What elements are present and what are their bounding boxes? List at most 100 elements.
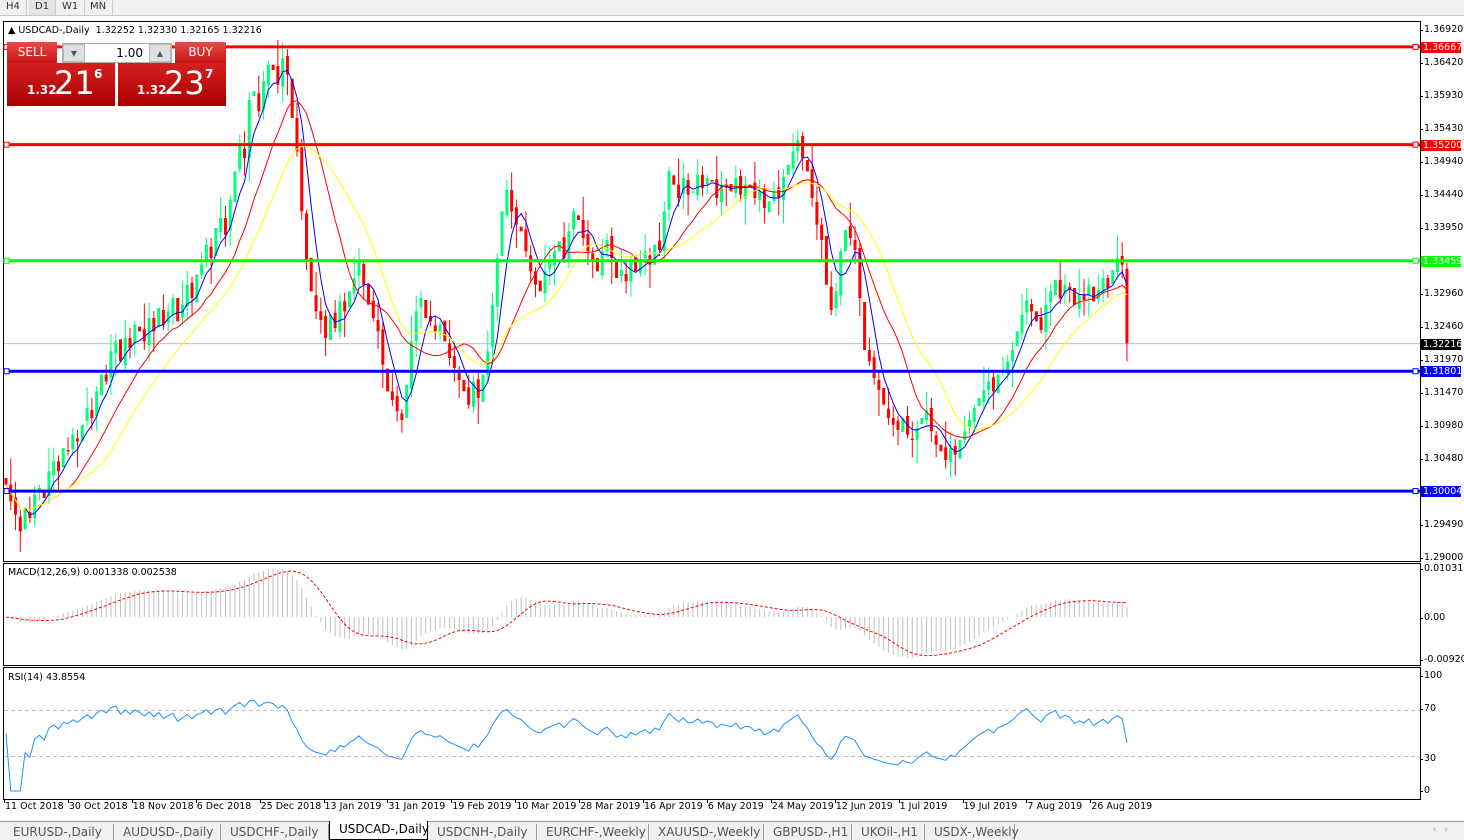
- date-axis-tick: [770, 799, 772, 803]
- date-axis-tick: [387, 799, 389, 803]
- date-axis-label: 24 May 2019: [771, 801, 834, 812]
- date-axis-tick: [451, 799, 453, 803]
- candle: [276, 40, 280, 94]
- price-axis-label: 1.29000: [1424, 552, 1464, 563]
- rsi-line: [5, 699, 1128, 792]
- chart-tabs: EURUSD-,Daily AUDUSD-,Daily USDCHF-,Daily U…: [0, 821, 1464, 840]
- candle: [414, 295, 418, 357]
- candle: [1077, 268, 1081, 318]
- candle: [519, 226, 523, 232]
- candle: [853, 226, 857, 264]
- level-handle-icon[interactable]: [1412, 43, 1419, 50]
- date-axis-tick: [4, 799, 5, 803]
- candle: [33, 486, 37, 527]
- candle: [987, 367, 991, 404]
- candle: [1082, 279, 1086, 316]
- chart-window[interactable]: [3, 21, 1421, 800]
- macd-axis-tick: [1420, 660, 1423, 661]
- candle: [533, 267, 537, 298]
- candle: [419, 291, 423, 328]
- lot-increase-icon[interactable]: ▲: [149, 44, 171, 62]
- candle: [395, 385, 399, 422]
- level-handle-icon[interactable]: [1412, 488, 1419, 495]
- candle: [247, 92, 251, 182]
- candle: [1058, 262, 1062, 304]
- date-axis-tick: [323, 799, 325, 803]
- level-handle-icon[interactable]: [3, 368, 10, 375]
- tab-scroll-arrows-icon[interactable]: ‹›: [1432, 825, 1456, 835]
- candle: [662, 201, 666, 263]
- candle: [944, 421, 948, 469]
- chart-tab[interactable]: USDCAD-,Daily: [329, 821, 429, 840]
- candle: [1010, 341, 1014, 388]
- candle: [438, 321, 442, 342]
- price-axis-tick: [1420, 96, 1423, 97]
- candle: [219, 197, 223, 239]
- pane-divider-rsi[interactable]: [3, 665, 1421, 668]
- timeframe-toolbar: H4 D1 W1 MN: [0, 0, 1464, 16]
- level-handle-icon[interactable]: [1412, 368, 1419, 375]
- pane-divider-macd[interactable]: [3, 561, 1421, 564]
- price-axis-label: 1.32460: [1424, 321, 1464, 333]
- candle: [157, 308, 161, 328]
- timeframe-h4[interactable]: H4: [0, 0, 27, 15]
- candle: [629, 256, 633, 297]
- sell-button[interactable]: SELL: [7, 42, 57, 63]
- candle: [133, 320, 137, 357]
- chart-tab[interactable]: USDX-,Weekly: [925, 824, 1019, 840]
- lot-decrease-icon[interactable]: ▼: [63, 44, 85, 62]
- lot-size-field[interactable]: ▼ 1.00 ▲: [62, 43, 172, 63]
- candle: [476, 370, 480, 424]
- chart-tab[interactable]: EURCHF-,Weekly: [537, 824, 649, 840]
- level-handle-icon[interactable]: [3, 488, 10, 495]
- chart-tab[interactable]: XAUUSD-,Weekly: [649, 824, 764, 840]
- buy-button[interactable]: BUY: [175, 42, 226, 63]
- collapse-triangle-icon[interactable]: ▲: [8, 25, 16, 36]
- candle: [657, 222, 661, 256]
- timeframe-w1[interactable]: W1: [56, 0, 86, 15]
- timeframe-d1[interactable]: D1: [29, 0, 57, 15]
- candle: [786, 164, 790, 175]
- buy-price[interactable]: 1.32 23 7: [118, 63, 226, 106]
- candle: [1125, 262, 1129, 362]
- macd-axis-label: -0.009203: [1424, 654, 1464, 665]
- candle: [591, 247, 595, 278]
- chart-tab[interactable]: UKOil-,H1: [852, 824, 925, 840]
- candle: [867, 337, 871, 366]
- candle: [844, 230, 848, 252]
- candle: [214, 228, 218, 256]
- candle: [238, 134, 242, 173]
- rsi-axis-tick: [1420, 759, 1423, 760]
- chart-tab[interactable]: USDCHF-,Daily: [221, 824, 329, 840]
- level-handle-icon[interactable]: [3, 257, 10, 264]
- level-handle-icon[interactable]: [1412, 141, 1419, 148]
- candle: [681, 162, 685, 210]
- candle: [324, 310, 328, 356]
- chart-tab[interactable]: USDCNH-,Daily: [428, 824, 537, 840]
- ma-slow-line: [5, 145, 1128, 511]
- candle: [223, 206, 227, 247]
- candle: [204, 238, 208, 268]
- date-axis-label: 6 Dec 2018: [196, 801, 252, 812]
- chart-tab[interactable]: AUDUSD-,Daily: [114, 824, 221, 840]
- candle: [1039, 307, 1043, 334]
- lot-value[interactable]: 1.00: [116, 46, 143, 60]
- macd-axis-tick: [1420, 569, 1423, 570]
- date-axis-tick: [706, 799, 708, 803]
- chart-tab[interactable]: EURUSD-,Daily: [4, 824, 114, 840]
- date-axis-tick: [898, 799, 900, 803]
- chart-tab[interactable]: GBPUSD-,H1: [764, 824, 852, 840]
- candle: [99, 374, 103, 396]
- one-click-trading-panel: SELL ▼ 1.00 ▲ BUY 1.32 21 6 1.32 23 7: [7, 42, 226, 106]
- sell-price[interactable]: 1.32 21 6: [7, 63, 115, 106]
- timeframe-mn[interactable]: MN: [84, 0, 114, 15]
- candle: [772, 181, 776, 205]
- level-handle-icon[interactable]: [3, 141, 10, 148]
- candle: [782, 168, 786, 224]
- candle: [762, 184, 766, 224]
- level-handle-icon[interactable]: [1412, 257, 1419, 264]
- candle: [95, 386, 99, 432]
- candles: [4, 40, 1129, 552]
- candle: [758, 179, 762, 212]
